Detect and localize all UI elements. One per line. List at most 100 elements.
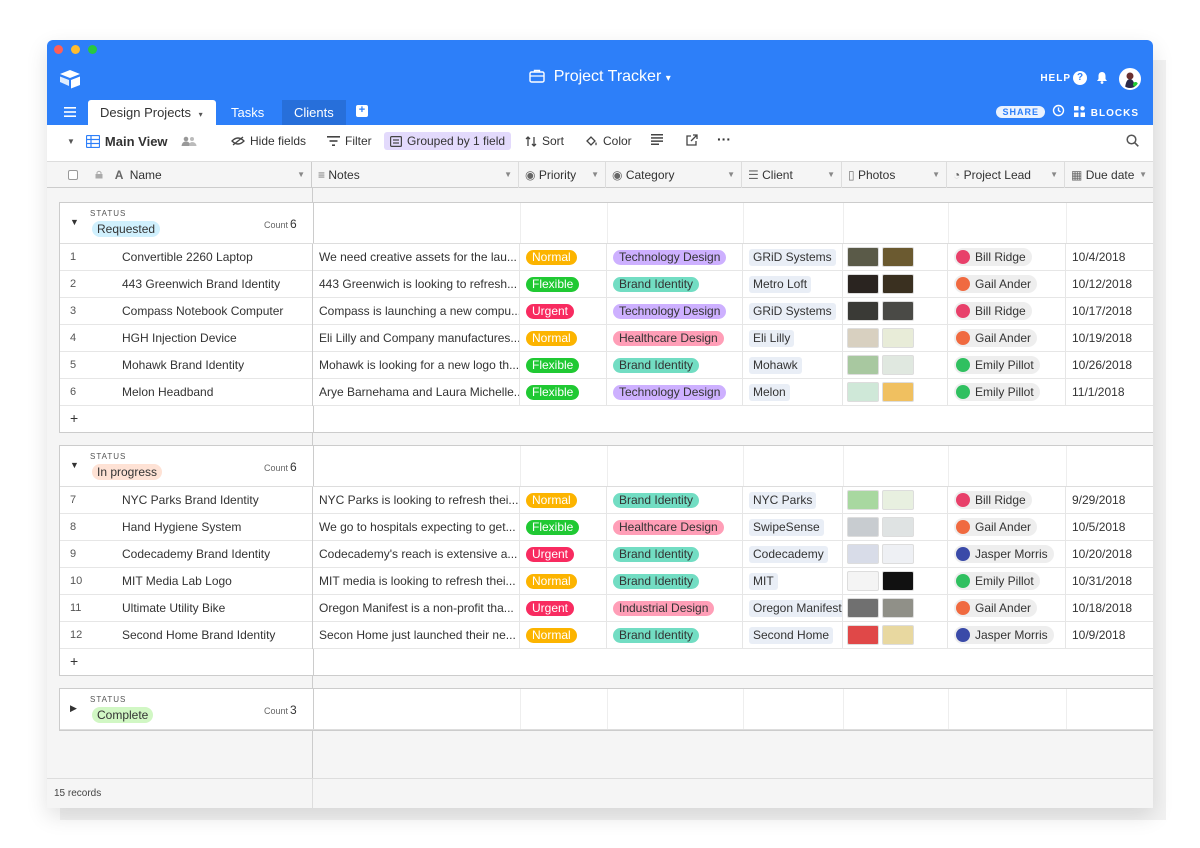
sort-button[interactable]: Sort [525,134,564,148]
category-cell[interactable]: Brand Identity [607,568,743,595]
search-icon[interactable] [1126,134,1139,147]
due-date-cell[interactable]: 10/18/2018 [1066,595,1153,622]
project-lead-cell[interactable]: Gail Ander [948,595,1066,622]
photo-thumbnail[interactable] [847,625,879,645]
zoom-window-button[interactable] [88,45,97,54]
photo-thumbnail[interactable] [882,355,914,375]
photo-thumbnail[interactable] [882,328,914,348]
photo-thumbnail[interactable] [847,490,879,510]
group-header[interactable]: ▶ STATUS Complete Count 3 [60,689,1153,730]
photo-thumbnail[interactable] [882,382,914,402]
photos-cell[interactable] [843,622,948,649]
table-row[interactable]: 10 MIT Media Lab Logo MIT media is looking… [60,568,1153,595]
share-button[interactable]: SHARE [996,106,1045,118]
notes-cell[interactable]: We need creative assets for the lau... [313,244,520,271]
name-cell[interactable]: Melon Headband [116,379,313,406]
due-date-cell[interactable]: 10/17/2018 [1066,298,1153,325]
photos-cell[interactable] [843,244,948,271]
project-lead-cell[interactable]: Bill Ridge [948,487,1066,514]
row-height-button[interactable] [651,134,663,145]
client-link[interactable]: Metro Loft [749,276,812,293]
client-link[interactable]: GRiD Systems [749,249,836,266]
priority-cell[interactable]: Normal [520,622,607,649]
name-cell[interactable]: Ultimate Utility Bike [116,595,313,622]
table-row[interactable]: 8 Hand Hygiene System We go to hospitals e… [60,514,1153,541]
client-cell[interactable]: SwipeSense [743,514,843,541]
photo-thumbnail[interactable] [882,490,914,510]
priority-cell[interactable]: Flexible [520,514,607,541]
photo-thumbnail[interactable] [882,625,914,645]
group-button[interactable]: Grouped by 1 field [384,132,512,150]
due-date-cell[interactable]: 10/9/2018 [1066,622,1153,649]
photos-cell[interactable] [843,487,948,514]
photo-thumbnail[interactable] [882,301,914,321]
client-link[interactable]: MIT [749,573,778,590]
client-link[interactable]: GRiD Systems [749,303,836,320]
table-row[interactable]: 7 NYC Parks Brand Identity NYC Parks is lo… [60,487,1153,514]
more-options-icon[interactable]: ··· [717,131,731,147]
name-cell[interactable]: Mohawk Brand Identity [116,352,313,379]
due-date-cell[interactable]: 11/1/2018 [1066,379,1153,406]
tab-design-projects[interactable]: Design Projects ▾ [88,100,216,125]
table-row[interactable]: 1 Convertible 2260 Laptop We need creative… [60,244,1153,271]
notes-cell[interactable]: Mohawk is looking for a new logo th... [313,352,520,379]
column-project-lead[interactable]: ◔ Project Lead ▼ [947,162,1065,188]
photos-cell[interactable] [843,325,948,352]
priority-cell[interactable]: Normal [520,568,607,595]
client-cell[interactable]: NYC Parks [743,487,843,514]
client-link[interactable]: Melon [749,384,790,401]
notes-cell[interactable]: Codecademy's reach is extensive a... [313,541,520,568]
photo-thumbnail[interactable] [847,301,879,321]
column-photos[interactable]: ▯ Photos ▼ [842,162,947,188]
column-category[interactable]: ◉ Category ▼ [606,162,742,188]
photo-thumbnail[interactable] [847,247,879,267]
share-view-button[interactable] [686,134,698,146]
project-lead-cell[interactable]: Emily Pillot [948,568,1066,595]
priority-cell[interactable]: Urgent [520,541,607,568]
photo-thumbnail[interactable] [847,598,879,618]
name-cell[interactable]: Compass Notebook Computer [116,298,313,325]
chevron-down-icon[interactable]: ▼ [70,460,79,470]
project-lead-cell[interactable]: Gail Ander [948,271,1066,298]
photos-cell[interactable] [843,595,948,622]
add-record-row[interactable]: + [60,406,1153,432]
name-cell[interactable]: Codecademy Brand Identity [116,541,313,568]
category-cell[interactable]: Healthcare Design [607,325,743,352]
due-date-cell[interactable]: 10/26/2018 [1066,352,1153,379]
column-priority[interactable]: ◉ Priority ▼ [519,162,606,188]
photo-thumbnail[interactable] [847,382,879,402]
group-header[interactable]: ▼ STATUS Requested Count 6 [60,203,1153,244]
base-logo-icon[interactable] [59,69,81,89]
table-row[interactable]: 2 443 Greenwich Brand Identity 443 Greenwi… [60,271,1153,298]
add-record-row[interactable]: + [60,649,1153,675]
add-record-icon[interactable]: + [70,653,79,669]
photo-thumbnail[interactable] [882,517,914,537]
photo-thumbnail[interactable] [882,274,914,294]
priority-cell[interactable]: Normal [520,487,607,514]
add-table-icon[interactable]: + [356,105,368,117]
photos-cell[interactable] [843,271,948,298]
due-date-cell[interactable]: 10/4/2018 [1066,244,1153,271]
project-lead-cell[interactable]: Gail Ander [948,325,1066,352]
client-cell[interactable]: Eli Lilly [743,325,843,352]
photos-cell[interactable] [843,568,948,595]
history-icon[interactable] [1052,104,1065,120]
category-cell[interactable]: Brand Identity [607,541,743,568]
client-link[interactable]: SwipeSense [749,519,824,536]
notes-cell[interactable]: Compass is launching a new compu... [313,298,520,325]
name-cell[interactable]: NYC Parks Brand Identity [116,487,313,514]
photo-thumbnail[interactable] [847,328,879,348]
client-cell[interactable]: Metro Loft [743,271,843,298]
project-lead-cell[interactable]: Bill Ridge [948,298,1066,325]
table-row[interactable]: 5 Mohawk Brand Identity Mohawk is looking … [60,352,1153,379]
photo-thumbnail[interactable] [882,544,914,564]
filter-button[interactable]: Filter [327,134,372,148]
chevron-right-icon[interactable]: ▶ [70,703,77,713]
priority-cell[interactable]: Normal [520,325,607,352]
due-date-cell[interactable]: 10/19/2018 [1066,325,1153,352]
priority-cell[interactable]: Flexible [520,271,607,298]
notes-cell[interactable]: Oregon Manifest is a non-profit tha... [313,595,520,622]
priority-cell[interactable]: Normal [520,244,607,271]
avatar[interactable] [1119,68,1141,90]
photos-cell[interactable] [843,352,948,379]
